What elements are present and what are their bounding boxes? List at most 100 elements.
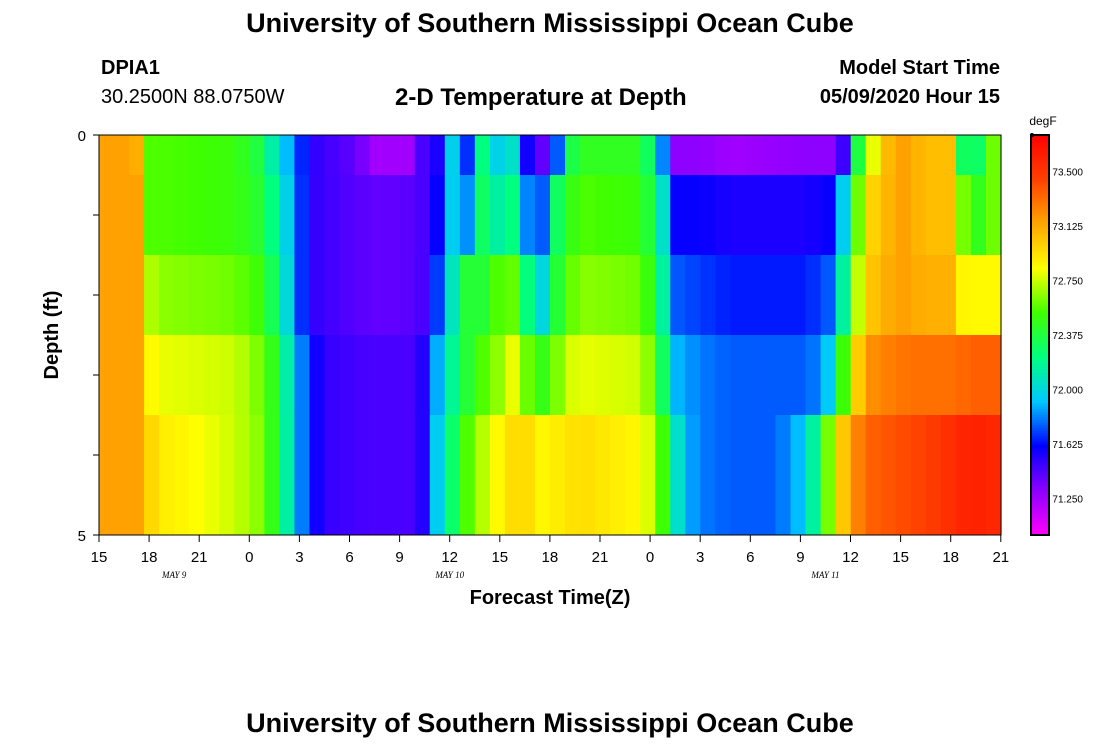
colorbar-swatch	[1031, 249, 1049, 252]
date-label: MAY 11	[810, 570, 839, 580]
colorbar-swatch	[1031, 247, 1049, 250]
heatmap-cell	[865, 415, 882, 495]
heatmap-cell	[985, 495, 1002, 535]
heatmap-cell	[820, 415, 837, 495]
colorbar-swatch	[1031, 311, 1049, 314]
heatmap-cell	[805, 175, 822, 255]
colorbar-swatch	[1031, 179, 1049, 182]
x-tick-label: 3	[696, 549, 704, 566]
heatmap-cell	[910, 135, 927, 175]
colorbar-swatch	[1031, 209, 1049, 212]
colorbar-swatch	[1031, 357, 1049, 360]
colorbar-swatch	[1031, 481, 1049, 484]
heatmap-cell	[324, 135, 341, 175]
heatmap-cell	[655, 495, 671, 535]
heatmap-cell	[565, 135, 581, 175]
heatmap-cell	[309, 335, 326, 415]
heatmap-cell	[595, 135, 611, 175]
heatmap-cell	[910, 255, 927, 335]
heatmap-cell	[550, 415, 566, 495]
colorbar-swatch	[1031, 329, 1049, 332]
heatmap-cell	[474, 255, 491, 335]
colorbar-swatch	[1031, 519, 1049, 522]
colorbar-swatch	[1031, 299, 1049, 302]
heatmap-cell	[189, 135, 205, 175]
colorbar-swatch	[1031, 185, 1049, 188]
heatmap-cell	[534, 335, 551, 415]
heatmap-cell	[444, 335, 461, 415]
heatmap-cell	[234, 415, 250, 495]
heatmap-cell	[835, 175, 852, 255]
colorbar-swatch	[1031, 393, 1049, 396]
heatmap-cell	[775, 175, 792, 255]
heatmap-cell	[459, 175, 476, 255]
heatmap-cell	[384, 255, 401, 335]
heatmap-cell	[895, 415, 912, 495]
colorbar-swatch	[1031, 383, 1049, 386]
x-tick-label: 12	[441, 549, 458, 566]
colorbar-swatch	[1031, 281, 1049, 284]
heatmap-cell	[489, 495, 506, 535]
heatmap-cell	[925, 495, 942, 535]
heatmap-cell	[249, 335, 265, 415]
heatmap-cell	[339, 335, 356, 415]
colorbar-swatch	[1031, 463, 1049, 466]
heatmap-cell	[925, 335, 942, 415]
heatmap-cell	[625, 135, 641, 175]
heatmap-cell	[309, 415, 326, 495]
x-tick-label: 6	[746, 549, 754, 566]
heatmap-cell	[685, 175, 701, 255]
colorbar-swatch	[1031, 375, 1049, 378]
heatmap-cell	[880, 175, 897, 255]
colorbar-top-marker	[1030, 133, 1034, 137]
x-tick-label: 12	[842, 549, 859, 566]
heatmap-cell	[595, 415, 611, 495]
heatmap-cell	[580, 415, 596, 495]
colorbar-swatch	[1031, 303, 1049, 306]
heatmap-cell	[985, 335, 1002, 415]
heatmap-cell	[715, 255, 731, 335]
colorbar-swatch	[1031, 293, 1049, 296]
heatmap-cell	[474, 415, 491, 495]
colorbar-tick-label: 72.750	[1052, 276, 1083, 287]
colorbar-swatch	[1031, 255, 1049, 258]
heatmap-cell	[309, 135, 326, 175]
colorbar-swatch	[1031, 431, 1049, 434]
heatmap-cell	[489, 255, 506, 335]
heatmap-cell	[760, 135, 777, 175]
heatmap-cell	[219, 495, 235, 535]
colorbar-swatch	[1031, 307, 1049, 310]
heatmap-cell	[369, 255, 386, 335]
heatmap-cell	[940, 135, 957, 175]
heatmap-cell	[459, 495, 476, 535]
colorbar-swatch	[1031, 433, 1049, 436]
colorbar-swatch	[1031, 373, 1049, 376]
colorbar-swatch	[1031, 361, 1049, 364]
colorbar-swatch	[1031, 145, 1049, 148]
heatmap-cell	[114, 495, 130, 535]
colorbar-swatch	[1031, 201, 1049, 204]
colorbar-swatch	[1031, 241, 1049, 244]
colorbar-swatch	[1031, 147, 1049, 150]
heatmap-cell	[519, 335, 536, 415]
colorbar-swatch	[1031, 229, 1049, 232]
colorbar-tick-label: 71.625	[1052, 440, 1083, 451]
heatmap-cell	[745, 175, 762, 255]
heatmap-cell	[264, 495, 280, 535]
heatmap-cell	[895, 255, 912, 335]
colorbar-swatch	[1031, 223, 1049, 226]
heatmap-cell	[610, 495, 626, 535]
heatmap-cell	[775, 335, 792, 415]
heatmap-cell	[700, 495, 716, 535]
heatmap-cell	[474, 135, 491, 175]
heatmap-cell	[519, 175, 536, 255]
heatmap-cell	[835, 255, 852, 335]
model-start-value: 05/09/2020 Hour 15	[819, 86, 1000, 108]
x-tick-label: 9	[395, 549, 403, 566]
heatmap-cell	[940, 175, 957, 255]
colorbar-frame	[1030, 134, 1050, 536]
heatmap-cell	[685, 255, 701, 335]
colorbar-swatch	[1031, 457, 1049, 460]
heatmap-cell	[324, 335, 341, 415]
